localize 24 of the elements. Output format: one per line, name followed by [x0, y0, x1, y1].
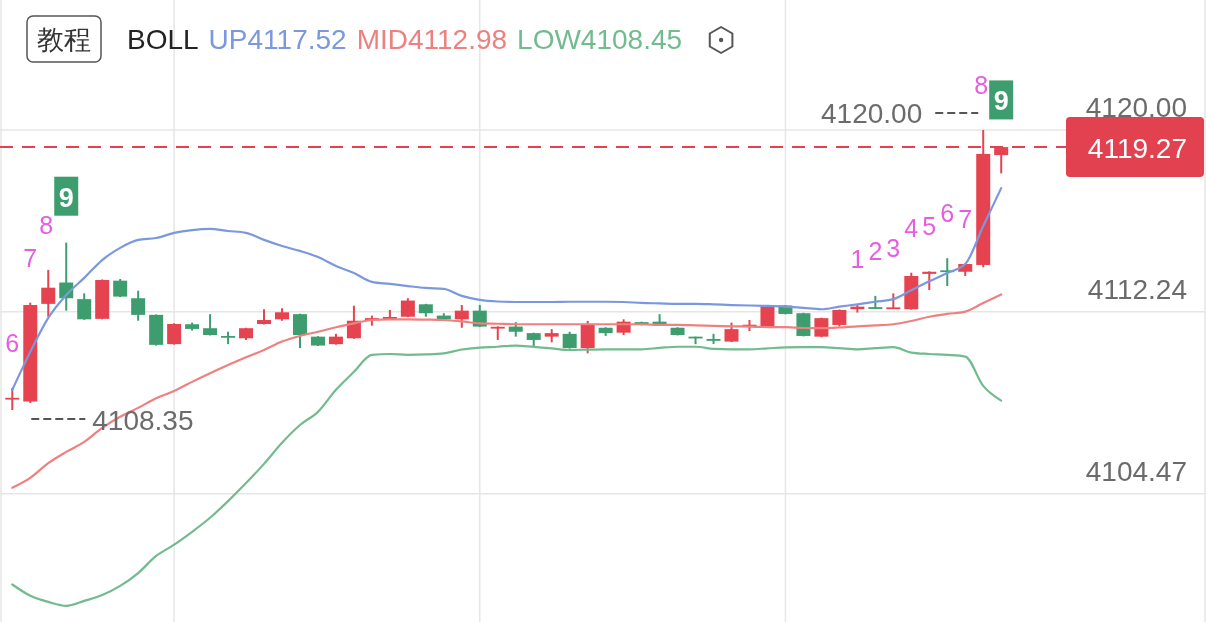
text: 7	[958, 204, 973, 233]
annotation: 4120.00	[821, 98, 923, 130]
text: UP4117.52	[208, 24, 347, 55]
text: 6	[5, 328, 20, 357]
text: MID4112.98	[356, 24, 508, 55]
text: 3	[886, 234, 901, 263]
y-tick-label: 4120.00	[1085, 92, 1187, 124]
text: 4119.27	[1087, 133, 1187, 165]
text: 5	[922, 212, 937, 241]
text: 2	[868, 236, 883, 265]
text: 9	[993, 86, 1009, 117]
text: 9	[58, 182, 74, 213]
text: 1	[850, 245, 865, 274]
text: 4	[904, 213, 919, 242]
y-tick-label: 4104.47	[1085, 455, 1187, 487]
y-tick-label: 4112.24	[1087, 273, 1187, 305]
legend-title: BOLL	[127, 24, 199, 55]
annotation: 教程	[37, 25, 91, 55]
text: 6	[940, 199, 955, 228]
text: 7	[23, 243, 38, 272]
text: 8	[974, 71, 989, 100]
tutorial-button: 教程	[26, 15, 102, 63]
text: 8	[39, 210, 54, 239]
text: LOW4108.45	[517, 24, 683, 55]
